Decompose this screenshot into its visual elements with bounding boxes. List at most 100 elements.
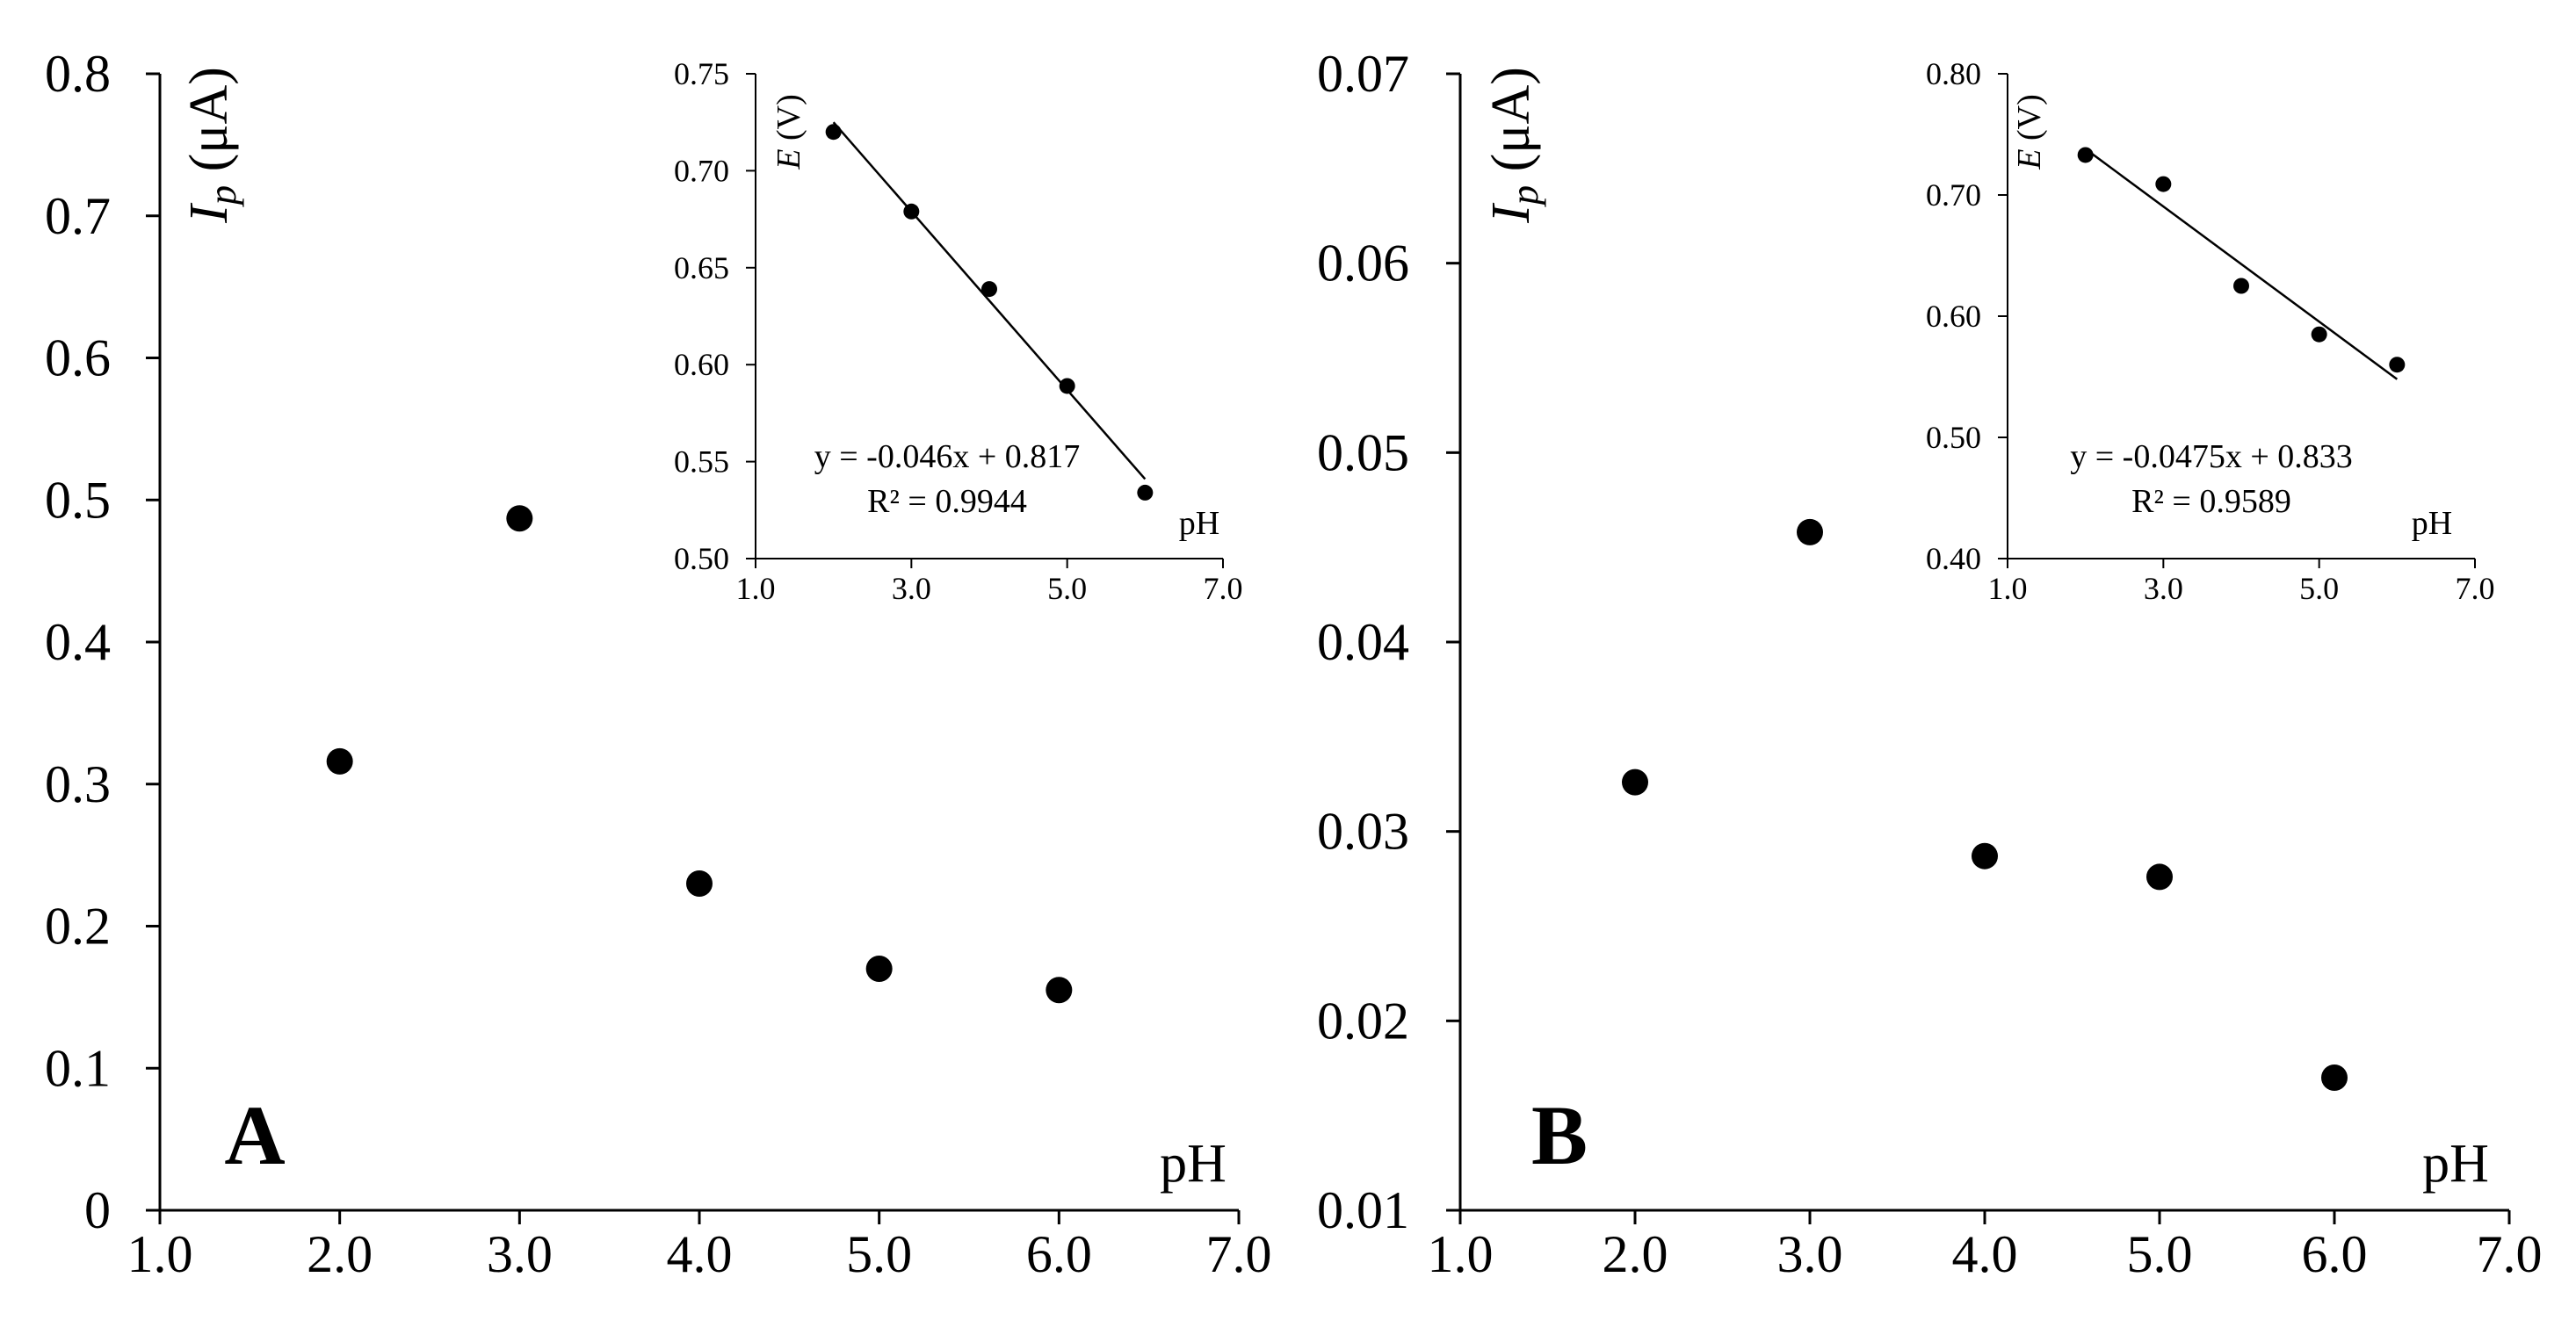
x-tick-label: 5.0 — [846, 1225, 912, 1283]
x-tick-label: 7.0 — [2477, 1225, 2543, 1283]
x-tick-label: 1.0 — [1988, 571, 2028, 606]
y-tick-label: 0 — [84, 1181, 111, 1239]
data-point — [1972, 842, 1998, 870]
y-tick-label: 0.70 — [674, 153, 729, 188]
y-axis-symbol: E — [771, 149, 807, 170]
data-point — [1137, 484, 1154, 501]
y-tick-label: 0.4 — [45, 613, 111, 671]
data-point — [2146, 863, 2173, 891]
data-point — [1622, 769, 1648, 796]
data-point — [2321, 1064, 2348, 1092]
y-tick-label: 0.8 — [45, 45, 111, 103]
y-axis-label: E (V) — [2011, 94, 2048, 170]
x-axis-label: pH — [1179, 505, 1219, 542]
data-point — [825, 124, 842, 141]
y-axis-subscript: p — [200, 185, 244, 207]
y-tick-label: 0.50 — [1926, 420, 1981, 455]
x-tick-label: 3.0 — [487, 1225, 553, 1283]
x-tick-label: 2.0 — [1603, 1225, 1668, 1283]
y-tick-label: 0.3 — [45, 755, 111, 813]
y-tick-label: 0.50 — [674, 541, 729, 576]
data-point — [1059, 378, 1075, 394]
y-tick-label: 0.75 — [674, 56, 729, 91]
y-tick-label: 0.05 — [1317, 423, 1409, 481]
data-point — [686, 870, 713, 897]
trendline-equation: y = -0.0475x + 0.833 — [2070, 438, 2353, 475]
y-axis-label: E (V) — [771, 94, 807, 170]
y-axis-unit: (μA) — [1481, 67, 1541, 185]
x-tick-label: 6.0 — [1026, 1225, 1092, 1283]
y-tick-label: 0.07 — [1317, 45, 1409, 103]
y-axis-unit: (V) — [771, 94, 807, 148]
data-point — [1046, 977, 1073, 1004]
data-point — [2077, 147, 2094, 163]
y-tick-label: 0.60 — [674, 347, 729, 382]
y-tick-label: 0.02 — [1317, 992, 1409, 1050]
trendline — [832, 121, 1147, 480]
x-tick-label: 3.0 — [1777, 1225, 1843, 1283]
y-tick-label: 0.01 — [1317, 1181, 1409, 1239]
trendline-equation: y = -0.046x + 0.817 — [814, 438, 1081, 475]
y-axis-symbol: I — [1481, 202, 1541, 224]
data-point — [326, 747, 353, 775]
y-tick-label: 0.7 — [45, 187, 111, 245]
y-axis-symbol: E — [2011, 149, 2048, 170]
y-tick-label: 0.5 — [45, 471, 111, 529]
data-point — [1797, 518, 1823, 545]
y-tick-label: 0.55 — [674, 444, 729, 480]
chart-B-main: 0.01 0.02 0.03 0.04 0.05 0.06 0.07 1.0 2.0 3.0 4.0… — [1317, 45, 2543, 1283]
y-tick-label: 0.80 — [1926, 56, 1981, 91]
y-axis-label: Ip (μA) — [1481, 67, 1546, 224]
chart-A-main: 0 0.1 0.2 0.3 0.4 0.5 0.6 0.7 0.8 1.0 2.0 3.0 4.0 5.0… — [45, 45, 1272, 1283]
x-axis-label: pH — [1160, 1134, 1226, 1194]
panel-label: B — [1531, 1088, 1588, 1182]
x-tick-label: 5.0 — [2127, 1225, 2193, 1283]
y-tick-label: 0.6 — [45, 329, 111, 387]
data-point — [2233, 278, 2249, 294]
y-tick-label: 0.60 — [1926, 299, 1981, 334]
x-tick-label: 2.0 — [307, 1225, 373, 1283]
x-tick-label: 3.0 — [2144, 571, 2183, 606]
data-point — [2389, 357, 2406, 373]
data-point — [506, 505, 533, 532]
data-point — [2155, 176, 2172, 192]
x-axis-label: pH — [2422, 1134, 2489, 1194]
panel-label: A — [224, 1088, 285, 1182]
x-tick-label: 6.0 — [2302, 1225, 2368, 1283]
x-axis-label: pH — [2412, 505, 2452, 542]
y-axis-subscript: p — [1502, 185, 1546, 207]
x-tick-label: 3.0 — [892, 571, 931, 606]
y-tick-label: 0.2 — [45, 898, 111, 956]
x-tick-label: 7.0 — [1206, 1225, 1272, 1283]
y-tick-label: 0.1 — [45, 1039, 111, 1097]
y-axis-symbol: I — [179, 202, 239, 224]
r-squared: R² = 0.9944 — [867, 483, 1027, 520]
y-axis-unit: (V) — [2011, 94, 2048, 148]
x-tick-label: 4.0 — [667, 1225, 733, 1283]
x-tick-label: 1.0 — [736, 571, 776, 606]
y-tick-label: 0.65 — [674, 250, 729, 285]
data-point — [981, 281, 997, 298]
data-point — [865, 956, 893, 983]
chart-A-inset: 0.50 0.55 0.60 0.65 0.70 0.75 1.0 3.0 5.0 7.0 E (V… — [674, 56, 1243, 606]
data-point — [903, 203, 920, 220]
x-tick-label: 5.0 — [2299, 571, 2339, 606]
x-tick-label: 1.0 — [127, 1225, 193, 1283]
data-point — [2311, 326, 2327, 343]
y-tick-label: 0.06 — [1317, 235, 1409, 292]
y-tick-label: 0.40 — [1926, 541, 1981, 576]
x-tick-label: 4.0 — [1952, 1225, 2018, 1283]
y-tick-label: 0.03 — [1317, 803, 1409, 861]
trendline — [2084, 148, 2399, 380]
y-axis-unit: (μA) — [179, 67, 239, 185]
x-tick-label: 7.0 — [1204, 571, 1243, 606]
r-squared: R² = 0.9589 — [2131, 483, 2291, 520]
x-tick-label: 1.0 — [1428, 1225, 1494, 1283]
x-tick-label: 7.0 — [2456, 571, 2495, 606]
y-tick-label: 0.04 — [1317, 613, 1409, 671]
x-tick-label: 5.0 — [1047, 571, 1087, 606]
y-axis-label: Ip (μA) — [179, 67, 244, 224]
chart-B-inset: 0.40 0.50 0.60 0.70 0.80 1.0 3.0 5.0 7.0 E (V) pH y… — [1926, 56, 2495, 606]
y-tick-label: 0.70 — [1926, 177, 1981, 213]
